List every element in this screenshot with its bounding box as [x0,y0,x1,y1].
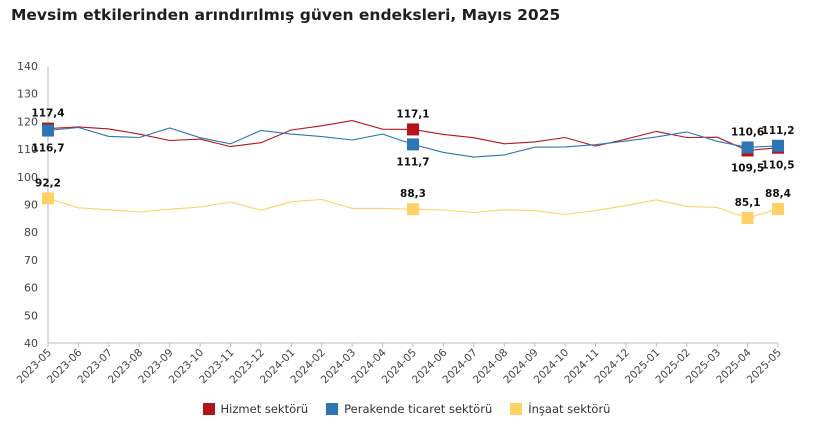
legend-label-hizmet: Hizmet sektörü [220,402,309,416]
chart-title: Mevsim etkilerinden arındırılmış güven e… [11,6,561,24]
data-point-marker [407,203,419,216]
data-label: 111,7 [396,156,429,168]
data-label: 111,2 [761,125,794,137]
data-label: 109,5 [731,162,764,174]
y-tick-label: 110 [17,143,38,156]
data-label: 88,4 [765,188,791,200]
y-tick-label: 90 [24,199,38,212]
data-label: 117,1 [396,108,429,120]
data-label: 85,1 [735,197,761,209]
data-point-marker [741,212,754,225]
legend-item-perakende[interactable]: Perakende ticaret sektörü [326,402,492,416]
y-tick-label: 50 [24,309,38,322]
data-label: 88,3 [400,188,426,200]
y-tick-label: 80 [24,226,38,239]
data-point-marker [42,124,54,137]
data-point-marker [741,141,754,154]
data-label: 110,5 [761,160,794,172]
legend-swatch-hizmet [202,403,215,415]
data-point-marker [42,192,54,205]
y-tick-label: 40 [24,337,38,350]
line-chart: 4050607080901001101201301402023-052023-0… [15,60,795,386]
data-label: 92,2 [35,177,61,189]
data-label: 116,7 [31,143,64,155]
legend-item-hizmet[interactable]: Hizmet sektörü [202,402,309,416]
data-label: 117,4 [31,108,64,120]
data-point-marker [407,138,419,151]
legend-label-insaat: İnşaat sektörü [528,402,611,416]
y-tick-label: 70 [24,254,38,267]
data-point-marker [772,139,784,152]
y-tick-label: 130 [17,88,38,101]
data-point-marker [407,123,419,136]
data-point-marker [772,202,784,215]
legend-swatch-perakende [326,403,339,415]
data-label: 110,6 [731,126,764,138]
legend-item-insaat[interactable]: İnşaat sektörü [510,402,610,416]
y-tick-label: 100 [17,171,38,184]
y-tick-label: 60 [24,282,38,295]
chart-markers [42,122,784,225]
y-tick-label: 140 [17,60,38,73]
chart-legend: Hizmet sektörü Perakende ticaret sektörü… [0,402,813,416]
y-tick-label: 120 [17,115,38,128]
legend-label-perakende: Perakende ticaret sektörü [344,402,493,416]
legend-swatch-insaat [510,403,523,415]
